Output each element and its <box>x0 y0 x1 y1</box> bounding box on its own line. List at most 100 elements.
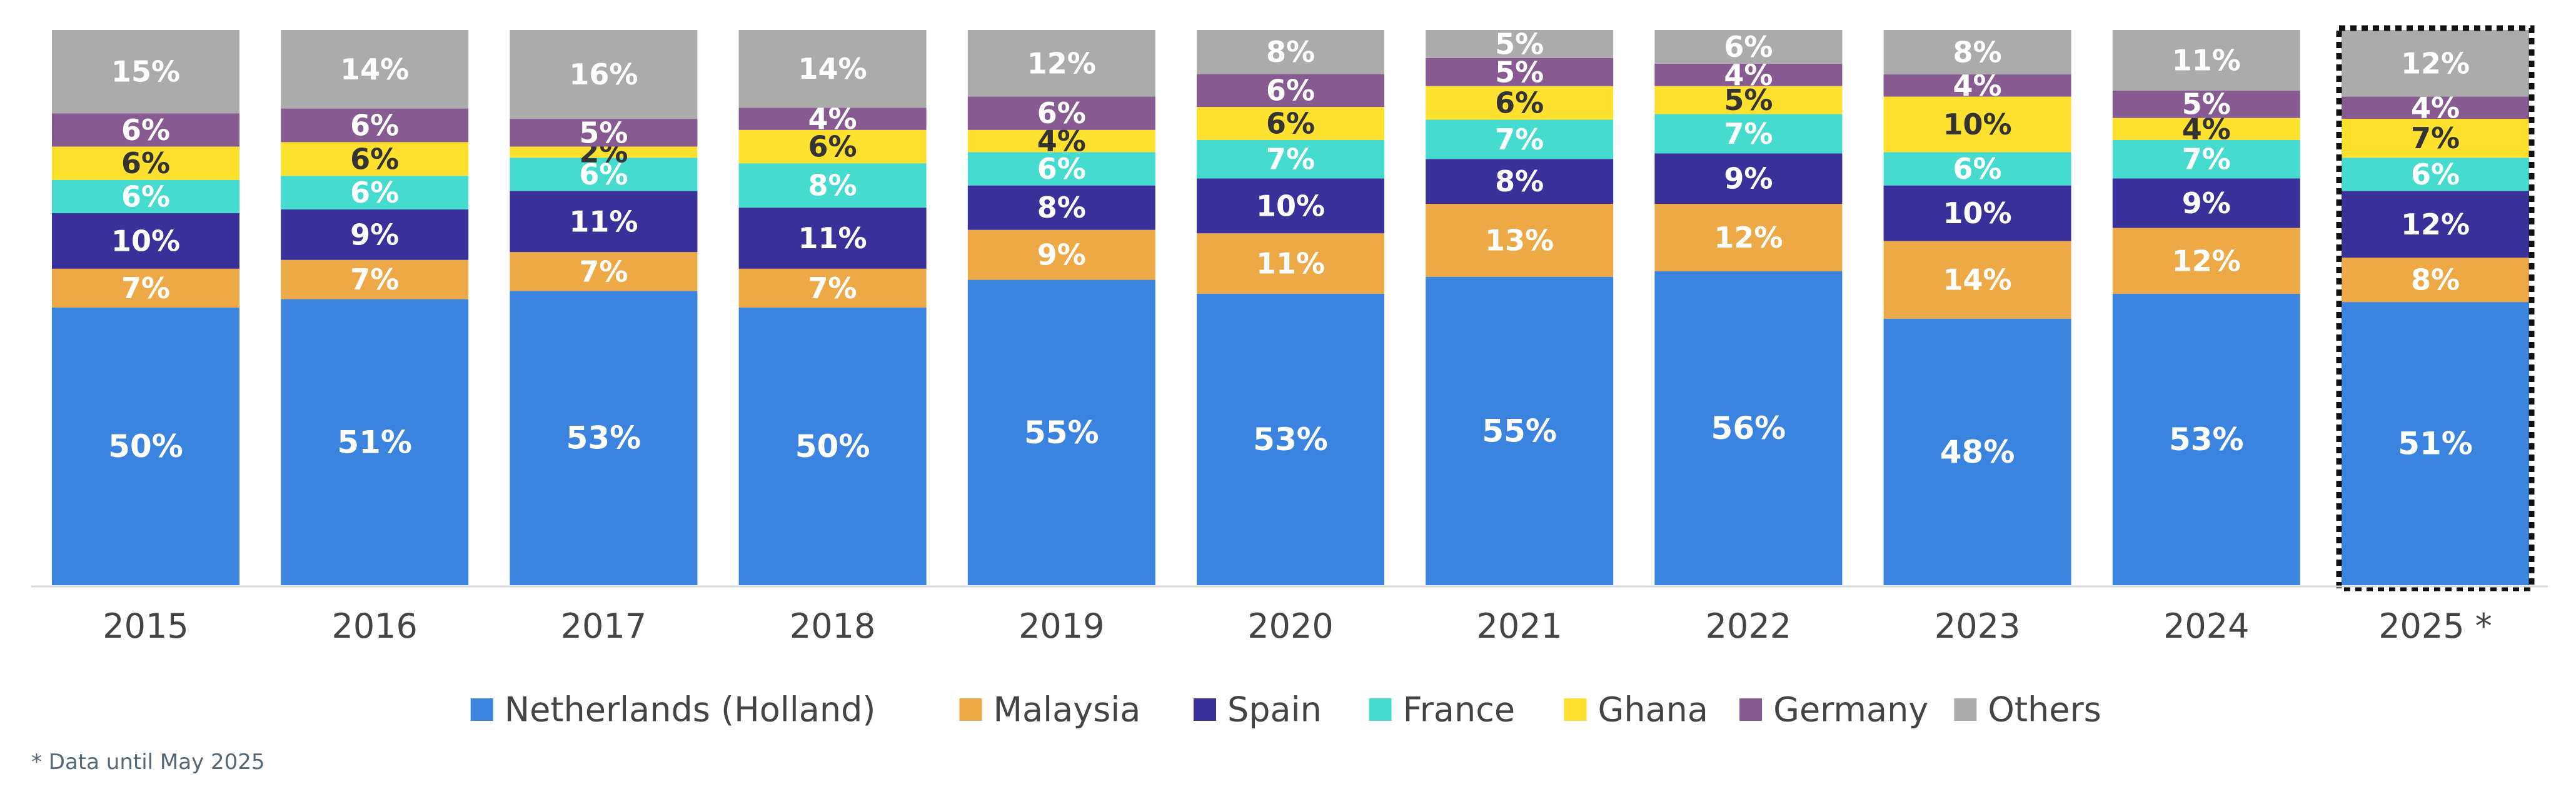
data-label-others-2022: 6% <box>1724 30 1773 64</box>
bar-segment-malaysia-2021 <box>1426 204 1614 277</box>
legend-item-france: France <box>1369 690 1515 730</box>
bar-segment-netherlands-holland-2024 <box>2112 294 2300 585</box>
bar-segment-ghana-2019 <box>967 129 1155 153</box>
bar-segment-france-2016 <box>281 176 469 210</box>
data-label-ghana-2021: 6% <box>1495 86 1544 120</box>
bar-segment-france-2022 <box>1654 114 1843 154</box>
data-label-france-2021: 7% <box>1495 123 1544 156</box>
data-label-malaysia-2021: 13% <box>1485 223 1554 257</box>
data-label-france-2023: 6% <box>1953 152 2002 186</box>
bar-segment-germany-2017 <box>510 119 698 147</box>
bar-segment-spain-2015 <box>52 213 239 269</box>
x-tick-label-2017: 2017 <box>561 606 647 646</box>
bar-segment-spain-2017 <box>510 191 698 253</box>
legend-swatch-ghana <box>1564 698 1587 721</box>
bar-segment-malaysia-2015 <box>52 268 239 308</box>
legend-item-others: Others <box>1954 690 2101 730</box>
bar-segment-netherlands-holland-2017 <box>510 291 698 585</box>
bar-segment-malaysia-2023 <box>1883 241 2071 319</box>
legend-item-ghana: Ghana <box>1564 690 1708 730</box>
data-label-netherlands-holland-2019: 55% <box>1024 415 1099 451</box>
bar-segment-ghana-2020 <box>1197 107 1384 140</box>
bar-segment-germany-2025 <box>2342 96 2529 119</box>
bar-segment-netherlands-holland-2020 <box>1197 294 1384 585</box>
data-label-spain-2021: 8% <box>1495 164 1544 198</box>
data-label-ghana-2022: 5% <box>1724 83 1773 117</box>
bar-segment-france-2024 <box>2112 139 2300 179</box>
bar-segment-netherlands-holland-2015 <box>52 308 239 585</box>
bar-segment-germany-2023 <box>1883 74 2071 97</box>
bar-segment-spain-2020 <box>1197 178 1384 234</box>
bar-segment-france-2025 <box>2342 158 2529 191</box>
data-label-france-2016: 6% <box>350 176 399 209</box>
bar-segment-france-2018 <box>738 163 927 208</box>
bar-segment-malaysia-2019 <box>967 229 1155 280</box>
highlight-frame-2025 <box>2336 25 2535 591</box>
data-label-others-2024: 11% <box>2172 43 2241 77</box>
data-label-ghana-2023: 10% <box>1943 108 2012 141</box>
legend-item-germany: Germany <box>1739 690 1928 730</box>
data-label-france-2015: 6% <box>121 179 170 213</box>
data-label-germany-2020: 6% <box>1266 74 1315 108</box>
x-tick-label-2023: 2023 <box>1935 606 2020 646</box>
bars-layer: 50%7%10%6%6%6%15%51%7%9%6%6%6%14%53%7%11… <box>52 25 2535 591</box>
data-label-ghana-2015: 6% <box>121 146 170 180</box>
bar-segment-netherlands-holland-2021 <box>1426 276 1614 585</box>
data-label-others-2025: 12% <box>2401 46 2470 80</box>
data-label-others-2015: 15% <box>111 55 180 89</box>
bar-segment-malaysia-2016 <box>281 259 469 299</box>
bar-segment-spain-2023 <box>1883 185 2071 241</box>
data-label-netherlands-holland-2022: 56% <box>1711 410 1786 446</box>
bar-segment-france-2019 <box>967 152 1155 186</box>
data-label-malaysia-2015: 7% <box>121 271 170 305</box>
data-label-netherlands-holland-2023: 48% <box>1940 434 2015 470</box>
bar-segment-netherlands-holland-2023 <box>1883 318 2071 585</box>
bar-segment-malaysia-2020 <box>1197 233 1384 294</box>
data-label-germany-2019: 6% <box>1037 96 1086 130</box>
bar-segment-spain-2022 <box>1654 153 1843 204</box>
data-label-others-2017: 16% <box>569 58 638 91</box>
data-label-netherlands-holland-2016: 51% <box>337 424 412 460</box>
data-label-malaysia-2023: 14% <box>1943 263 2012 297</box>
legend-swatch-spain <box>1194 698 1216 721</box>
bar-segment-others-2019 <box>967 30 1155 97</box>
data-label-spain-2016: 9% <box>350 218 399 251</box>
bar-segment-france-2017 <box>510 158 698 191</box>
data-label-france-2020: 7% <box>1266 143 1315 176</box>
bar-segment-ghana-2022 <box>1654 86 1843 114</box>
data-label-spain-2024: 9% <box>2182 186 2231 220</box>
bar-segment-spain-2025 <box>2342 191 2529 258</box>
bar-segment-germany-2019 <box>967 96 1155 130</box>
bar-segment-germany-2024 <box>2112 90 2300 118</box>
x-tick-label-2016: 2016 <box>331 606 417 646</box>
x-tick-label-2019: 2019 <box>1019 606 1104 646</box>
data-label-malaysia-2022: 12% <box>1714 221 1783 254</box>
data-label-france-2018: 8% <box>808 169 857 203</box>
bar-segment-netherlands-holland-2025 <box>2342 302 2529 585</box>
bar-segment-germany-2018 <box>738 108 927 130</box>
legend-label-spain: Spain <box>1227 690 1322 730</box>
legend-label-ghana: Ghana <box>1598 690 1708 730</box>
data-label-malaysia-2019: 9% <box>1037 238 1086 272</box>
bar-segment-france-2021 <box>1426 119 1614 159</box>
x-tick-label-2015: 2015 <box>103 606 188 646</box>
data-label-netherlands-holland-2015: 50% <box>108 428 183 465</box>
data-label-netherlands-holland-2017: 53% <box>566 420 641 456</box>
bar-segment-france-2015 <box>52 179 239 214</box>
data-label-others-2016: 14% <box>340 53 409 86</box>
data-label-malaysia-2017: 7% <box>579 254 628 288</box>
data-label-germany-2024: 5% <box>2182 88 2231 121</box>
bar-segment-ghana-2025 <box>2342 119 2529 158</box>
data-label-netherlands-holland-2021: 55% <box>1482 413 1557 449</box>
data-label-spain-2018: 11% <box>798 221 867 255</box>
legend: Netherlands (Holland) Malaysia Spain France… <box>470 690 2101 730</box>
x-tick-label-2018: 2018 <box>790 606 875 646</box>
data-label-spain-2019: 8% <box>1037 191 1086 224</box>
data-label-spain-2023: 10% <box>1943 196 2012 230</box>
bar-segment-netherlands-holland-2018 <box>738 308 927 585</box>
data-label-malaysia-2018: 7% <box>808 271 857 305</box>
bar-segment-germany-2020 <box>1197 74 1384 108</box>
legend-item-netherlands-holland: Netherlands (Holland) <box>470 690 875 730</box>
data-label-france-2024: 7% <box>2182 143 2231 176</box>
